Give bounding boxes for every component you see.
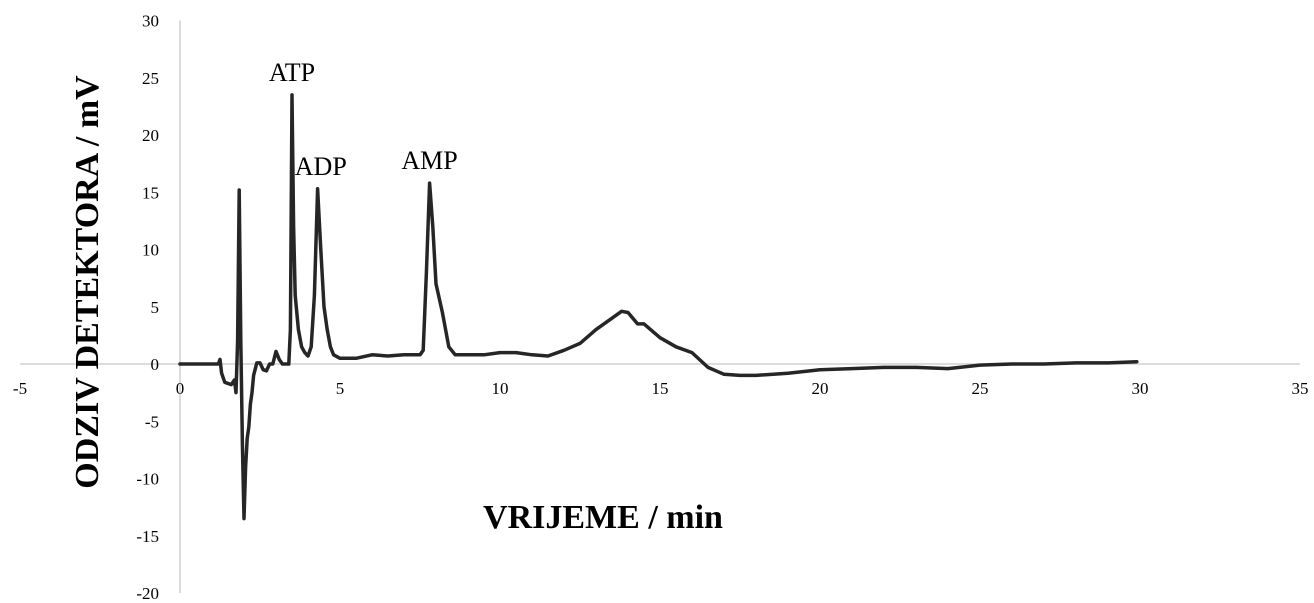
peak-label: ADP: [295, 152, 347, 181]
x-tick-label: 30: [1132, 379, 1149, 398]
x-tick-label: 10: [492, 379, 509, 398]
y-tick-label: 0: [151, 355, 160, 374]
x-tick-label: 35: [1292, 379, 1309, 398]
x-tick-labels: -5 0 5 10 15 20 25 30 35: [13, 379, 1309, 398]
y-tick-label: 30: [142, 12, 159, 31]
y-tick-label: 20: [142, 126, 159, 145]
series-line: [178, 93, 1139, 521]
x-tick-label: 20: [812, 379, 829, 398]
y-tick-labels: -20 -15 -10 -5 0 5 10 15 20 25 30: [136, 12, 159, 603]
y-axis-title: ODZIV DETEKTORA / mV: [69, 75, 106, 489]
y-tick-label: 10: [142, 241, 159, 260]
x-tick-label: -5: [13, 379, 27, 398]
y-tick-label: 25: [142, 69, 159, 88]
y-tick-label: -20: [136, 584, 159, 603]
y-tick-label: -10: [136, 470, 159, 489]
x-axis-title: VRIJEME / min: [483, 499, 723, 536]
x-tick-label: 5: [336, 379, 345, 398]
y-tick-label: 15: [142, 183, 159, 202]
y-tick-label: 5: [151, 298, 160, 317]
y-tick-label: -15: [136, 527, 159, 546]
peak-label: AMP: [401, 146, 457, 175]
peak-label: ATP: [269, 58, 315, 87]
y-tick-label: -5: [145, 412, 159, 431]
plot-area: [178, 93, 1139, 521]
x-tick-label: 0: [176, 379, 185, 398]
x-tick-label: 15: [652, 379, 669, 398]
x-tick-label: 25: [972, 379, 989, 398]
peak-annotations: ATP ADP AMP: [269, 58, 458, 181]
